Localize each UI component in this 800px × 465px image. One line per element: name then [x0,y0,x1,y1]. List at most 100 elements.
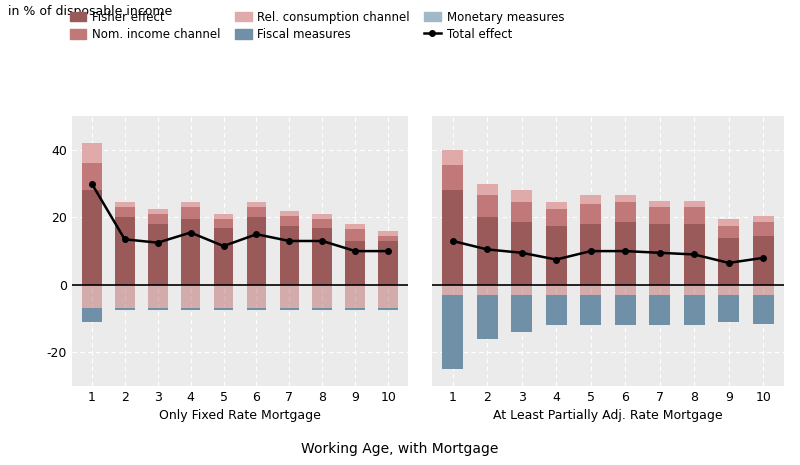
Bar [511,295,532,332]
Bar [615,202,636,285]
Bar [650,207,670,285]
Bar [442,165,463,285]
Bar [82,191,102,285]
Bar [148,209,167,285]
Bar [378,241,398,285]
Bar [346,308,365,310]
Bar [650,200,670,285]
Bar [615,222,636,285]
Bar [181,285,201,308]
Bar [82,143,102,285]
Bar [115,308,134,310]
Bar [580,224,601,285]
Bar [511,202,532,285]
X-axis label: Only Fixed Rate Mortgage: Only Fixed Rate Mortgage [159,409,321,422]
Bar [279,226,299,285]
Bar [181,207,201,285]
Bar [346,241,365,285]
Bar [313,214,332,285]
Text: Working Age, with Mortgage: Working Age, with Mortgage [302,442,498,456]
Bar [214,219,234,285]
Bar [181,308,201,310]
Bar [214,285,234,308]
Bar [442,295,463,369]
Bar [753,295,774,324]
Bar [378,285,398,308]
Bar [546,285,566,295]
Bar [214,214,234,285]
Bar [346,229,365,285]
Bar [580,204,601,285]
Bar [511,285,532,295]
Bar [580,195,601,285]
Bar [477,195,498,285]
Bar [442,191,463,285]
Bar [246,207,266,285]
X-axis label: At Least Partially Adj. Rate Mortgage: At Least Partially Adj. Rate Mortgage [493,409,723,422]
Bar [279,211,299,285]
Bar [148,285,167,308]
Bar [718,285,739,295]
Bar [313,285,332,308]
Bar [684,207,705,285]
Bar [546,209,566,285]
Bar [279,308,299,310]
Bar [148,214,167,285]
Bar [378,308,398,310]
Bar [580,295,601,326]
Text: in % of disposable income: in % of disposable income [8,5,172,18]
Bar [378,236,398,285]
Bar [148,308,167,310]
Bar [442,150,463,285]
Bar [313,308,332,310]
Bar [718,238,739,285]
Bar [115,202,134,285]
Bar [279,216,299,285]
Bar [650,295,670,326]
Bar [279,285,299,308]
Bar [615,285,636,295]
Bar [246,218,266,285]
Bar [615,295,636,326]
Bar [753,236,774,285]
Bar [753,222,774,285]
Bar [650,224,670,285]
Bar [313,219,332,285]
Bar [546,202,566,285]
Bar [511,222,532,285]
Bar [82,308,102,322]
Bar [477,285,498,295]
Bar [684,285,705,295]
Bar [82,164,102,285]
Bar [615,195,636,285]
Bar [477,184,498,285]
Bar [313,227,332,285]
Bar [511,191,532,285]
Bar [82,285,102,308]
Bar [684,295,705,326]
Bar [181,202,201,285]
Bar [580,285,601,295]
Bar [753,285,774,295]
Bar [148,224,167,285]
Bar [718,295,739,322]
Bar [477,218,498,285]
Bar [346,224,365,285]
Bar [684,200,705,285]
Bar [546,295,566,326]
Bar [442,285,463,295]
Bar [214,308,234,310]
Bar [346,285,365,308]
Bar [214,227,234,285]
Legend: Fisher effect, Nom. income channel, Rel. consumption channel, Fiscal measures, M: Fisher effect, Nom. income channel, Rel.… [70,11,564,40]
Bar [477,295,498,339]
Bar [718,226,739,285]
Bar [246,285,266,308]
Bar [684,224,705,285]
Bar [753,216,774,285]
Bar [246,308,266,310]
Bar [718,219,739,285]
Bar [115,218,134,285]
Bar [181,219,201,285]
Bar [650,285,670,295]
